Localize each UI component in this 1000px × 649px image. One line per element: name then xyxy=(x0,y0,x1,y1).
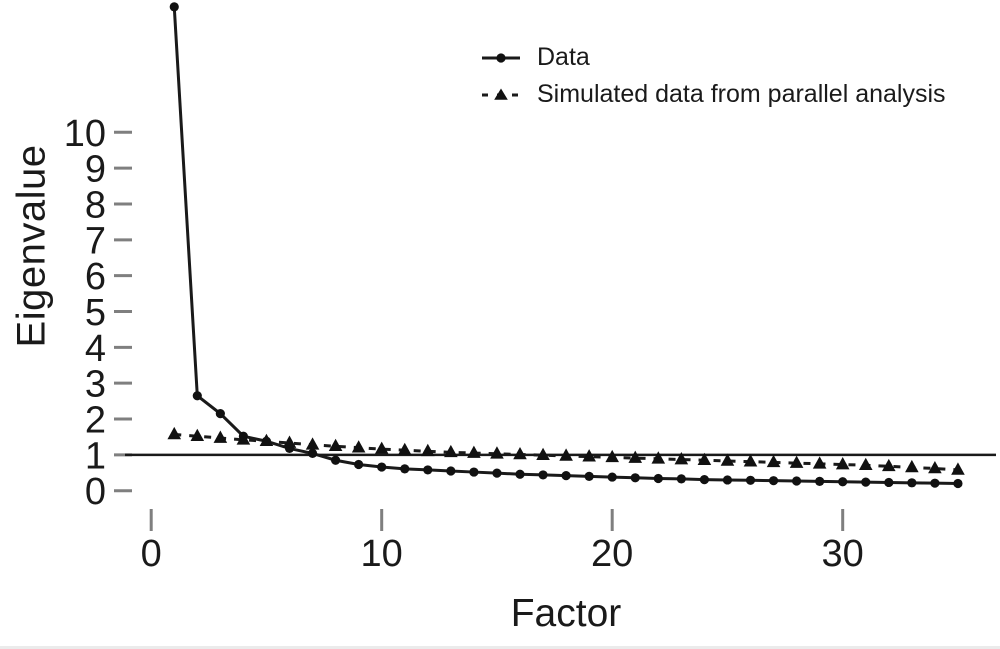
simulated-point-marker xyxy=(490,446,504,459)
data-point-marker xyxy=(768,476,779,486)
simulated-point-marker xyxy=(259,433,274,447)
simulated-point-marker xyxy=(766,454,781,468)
figure-bottom-border xyxy=(0,646,1000,649)
simulated-point-marker xyxy=(951,462,965,475)
simulated-point-marker xyxy=(697,452,712,466)
y-axis-tick-label: 9 xyxy=(85,149,106,191)
simulated-point-marker xyxy=(351,440,366,453)
data-point-marker xyxy=(354,459,364,470)
simulated-point-marker xyxy=(928,460,942,474)
y-axis-tick-label: 7 xyxy=(85,220,106,262)
y-axis-tick-label: 1 xyxy=(85,435,106,477)
y-axis-tick-label: 4 xyxy=(85,328,106,370)
data-point-marker xyxy=(745,475,756,485)
data-point-marker xyxy=(792,476,802,486)
data-point-marker xyxy=(515,469,525,479)
data-point-marker xyxy=(699,474,710,485)
data-point-marker xyxy=(492,468,502,478)
data-point-marker xyxy=(307,448,318,459)
simulated-series-marker-icon xyxy=(482,88,520,100)
data-point-marker xyxy=(907,478,917,488)
y-axis-tick-label: 6 xyxy=(85,256,106,298)
simulated-point-marker xyxy=(167,426,182,440)
simulated-point-marker xyxy=(305,437,320,450)
data-point-marker xyxy=(446,466,456,476)
simulated-point-marker xyxy=(835,457,850,470)
simulated-point-marker xyxy=(536,447,550,461)
simulated-point-marker xyxy=(328,438,343,452)
simulated-point-marker xyxy=(397,442,412,456)
data-point-marker xyxy=(192,391,202,401)
data-point-marker xyxy=(838,477,848,487)
data-point-marker xyxy=(607,472,617,482)
simulated-point-marker xyxy=(812,456,827,469)
legend-item-data: Data xyxy=(481,43,946,71)
data-point-marker xyxy=(215,409,225,419)
data-point-marker xyxy=(561,471,571,481)
simulated-point-marker xyxy=(190,428,205,442)
x-axis-tick-label: 30 xyxy=(822,533,864,575)
simulated-point-marker xyxy=(374,441,389,454)
simulated-point-marker xyxy=(282,435,297,448)
y-axis-tick-label: 8 xyxy=(85,184,106,226)
data-point-marker xyxy=(584,471,594,481)
simulated-point-marker xyxy=(789,455,804,468)
simulated-point-marker xyxy=(467,445,481,458)
y-axis-tick-label: 5 xyxy=(85,292,106,334)
legend-label-simulated: Simulated data from parallel analysis xyxy=(537,80,946,108)
simulated-point-marker xyxy=(628,450,643,463)
simulated-point-marker xyxy=(582,449,596,462)
data-point-marker xyxy=(930,478,940,488)
legend: Data Simulated data from parallel analys… xyxy=(481,43,946,108)
data-point-marker xyxy=(815,476,825,486)
simulated-point-marker xyxy=(882,458,896,472)
data-point-marker xyxy=(400,464,410,474)
y-axis-tick-label: 3 xyxy=(85,364,106,406)
data-point-marker xyxy=(423,465,433,475)
x-axis-tick-label: 0 xyxy=(141,533,162,575)
data-point-marker xyxy=(377,462,387,472)
legend-label-data: Data xyxy=(537,43,590,71)
x-axis-tick-label: 20 xyxy=(591,533,633,575)
x-axis-title: Factor xyxy=(510,592,622,635)
simulated-point-marker xyxy=(905,459,919,473)
data-point-marker xyxy=(861,477,871,487)
simulated-point-marker xyxy=(444,444,458,458)
data-point-marker xyxy=(331,455,341,465)
data-point-marker xyxy=(953,478,963,489)
data-point-marker xyxy=(169,2,179,12)
data-point-marker xyxy=(653,473,663,484)
data-series-marker-icon xyxy=(482,52,520,63)
data-point-marker xyxy=(469,467,479,477)
simulated-point-marker xyxy=(213,430,228,443)
simulated-point-marker xyxy=(236,432,251,445)
y-axis-title: Eigenvalue xyxy=(9,144,54,348)
x-axis-tick-label: 10 xyxy=(361,533,403,575)
data-point-marker xyxy=(676,474,686,484)
simulated-point-marker xyxy=(513,447,527,460)
data-point-marker xyxy=(630,473,640,483)
legend-item-simulated: Simulated data from parallel analysis xyxy=(481,80,946,108)
simulated-point-marker xyxy=(743,454,758,467)
simulated-point-marker xyxy=(605,449,619,463)
simulated-point-marker xyxy=(858,457,873,471)
y-axis-tick-label: 2 xyxy=(85,400,106,442)
data-point-marker xyxy=(722,475,733,485)
simulated-point-marker xyxy=(674,452,689,465)
data-point-marker xyxy=(538,470,548,480)
simulated-point-marker xyxy=(720,453,735,466)
data-point-marker xyxy=(884,477,894,488)
simulated-point-marker xyxy=(559,448,573,461)
y-axis-tick-label: 0 xyxy=(85,471,106,513)
simulated-point-marker xyxy=(421,443,435,457)
simulated-point-marker xyxy=(651,451,666,464)
y-axis-tick-label: 10 xyxy=(64,113,106,155)
